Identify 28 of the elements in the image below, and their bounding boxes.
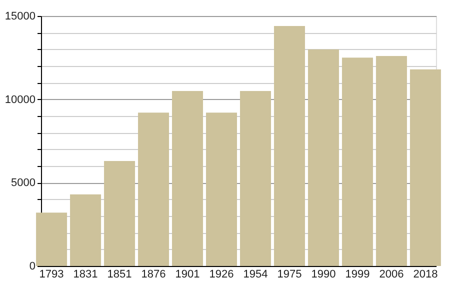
y-tick-label: 15000 — [4, 10, 36, 22]
x-tick-label: 2006 — [379, 268, 404, 280]
bar — [172, 91, 204, 266]
bar — [308, 49, 339, 266]
x-tick-label: 1831 — [73, 268, 98, 280]
x-tick-label: 1926 — [209, 268, 234, 280]
bar — [104, 161, 136, 266]
bar — [342, 58, 373, 266]
y-tick-label: 0 — [29, 260, 36, 272]
bar — [240, 91, 271, 266]
x-tick-label: 1851 — [107, 268, 132, 280]
bar — [274, 26, 305, 266]
x-tick-label: 1793 — [39, 268, 64, 280]
bar — [70, 194, 102, 266]
x-tick-label: 2018 — [413, 268, 438, 280]
y-tick-label: 5000 — [11, 177, 36, 190]
bar — [36, 212, 68, 266]
bar — [206, 112, 238, 266]
bar — [138, 112, 170, 266]
bar — [376, 56, 407, 266]
x-tick-label: 1999 — [345, 268, 370, 280]
y-tick-label: 10000 — [4, 94, 36, 106]
x-tick-label: 1954 — [243, 268, 268, 280]
x-tick-label: 1990 — [311, 268, 336, 280]
x-tick-label: 1975 — [277, 268, 302, 280]
x-tick-label: 1901 — [175, 268, 200, 280]
x-tick-label: 1876 — [141, 268, 166, 280]
bar — [410, 69, 441, 266]
